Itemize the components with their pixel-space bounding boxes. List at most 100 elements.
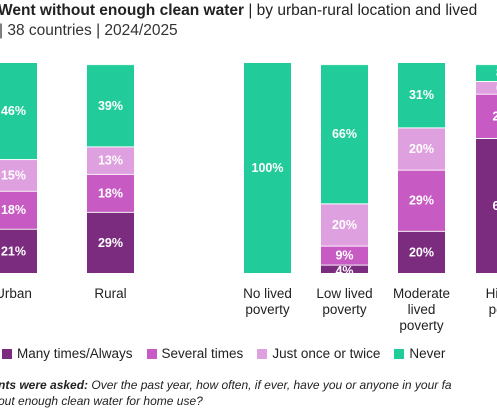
category-label-0: Urban [0, 286, 32, 301]
bar-segment-5-1 [476, 93, 497, 138]
bar-group-4: 20% 29% 20% 31% [398, 62, 445, 273]
bar-divider-3-3 [321, 64, 368, 66]
footnote-line-2: out enough clean water for home use? [0, 394, 203, 408]
bar-segment-5-0 [476, 137, 497, 273]
bar-segment-5-3 [476, 64, 497, 81]
bar-value-label-0-1: 18% [1, 203, 26, 217]
bar-divider-3-0 [321, 264, 368, 266]
bar-segment-4-3 [398, 62, 445, 128]
bar-divider-0-2 [0, 159, 37, 161]
category-label-line-3-0: Low lived [316, 286, 372, 301]
bar-segment-3-3 [321, 64, 368, 204]
bar-value-label-4-2: 20% [409, 142, 434, 156]
bar-segment-4-0 [398, 230, 445, 273]
bar-segment-4-2 [398, 127, 445, 170]
category-label-line-4-0: Moderate [393, 286, 450, 301]
stacked-bar-chart: 21% 18% 15% 46% Urban 29% 18% 13% 39% Rural 100% No… [0, 62, 497, 333]
bar-segment-1-1 [87, 173, 134, 212]
category-label-5: Highpov [486, 286, 497, 317]
bar-segment-0-0 [0, 228, 37, 273]
bar-group-2: 100% [244, 62, 291, 273]
bar-segment-1-3 [87, 64, 134, 147]
legend-label-0: Many times/Always [17, 346, 133, 361]
bar-divider-1-2 [87, 146, 134, 148]
chart-title: Went without enough clean water | by urb… [0, 1, 497, 21]
bar-segment-5-2 [476, 80, 497, 94]
bar-group-1: 29% 18% 13% 39% [87, 64, 134, 273]
bar-group-0: 21% 18% 15% 46% [0, 62, 37, 273]
legend-item-1: Several times [146, 345, 244, 363]
bar-divider-1-1 [87, 173, 134, 175]
bar-value-label-4-0: 20% [409, 245, 434, 259]
legend-swatch-1 [146, 349, 157, 359]
bar-group-5: 642168 [476, 64, 497, 273]
legend-item-0: Many times/Always [2, 345, 133, 363]
bar-value-label-3-3: 66% [332, 127, 357, 141]
category-label-2: No lived poverty [243, 286, 292, 317]
legend-label-1: Several times [161, 346, 244, 361]
bar-segment-2-3 [244, 62, 291, 273]
legend: Many times/Always Several times Just once … [2, 345, 445, 363]
bar-segment-3-0 [321, 264, 368, 273]
category-label-line-5-1: pov [489, 302, 497, 317]
footnote-text: Over the past year, how often, if ever, … [88, 378, 452, 392]
bar-segment-4-1 [398, 169, 445, 231]
bar-segment-1-0 [87, 211, 134, 273]
category-label-line-4-1: lived [408, 302, 436, 317]
category-label-line-2-1: poverty [245, 302, 290, 317]
bar-segment-3-1 [321, 245, 368, 265]
bar-divider-2-3 [244, 62, 291, 63]
bar-divider-1-3 [87, 64, 134, 66]
bar-value-label-1-0: 29% [98, 236, 123, 250]
bar-divider-5-1 [476, 93, 497, 95]
bar-value-label-1-2: 13% [98, 154, 123, 168]
bar-segment-1-2 [87, 146, 134, 174]
bar-divider-3-1 [321, 245, 368, 247]
legend-label-3: Never [409, 346, 446, 361]
footnote-line-1: nts were asked: Over the past year, how … [0, 377, 497, 393]
bar-value-label-3-1: 9% [335, 249, 353, 263]
category-label-line-1-0: Rural [94, 286, 126, 301]
bar-value-label-5-0: 64 [493, 199, 497, 213]
chart-title-rest: | by urban-rural location and lived [244, 2, 478, 19]
legend-item-2: Just once or twice [257, 345, 380, 363]
category-label-line-0-0: Urban [0, 286, 32, 301]
bar-value-label-0-2: 15% [1, 168, 26, 182]
bar-divider-4-1 [398, 169, 445, 171]
bar-divider-5-0 [476, 137, 497, 139]
category-label-line-5-0: High [486, 286, 497, 301]
legend-label-2: Just once or twice [272, 346, 381, 361]
footnote-lead: nts were asked: [0, 378, 89, 392]
legend-swatch-0 [2, 349, 12, 359]
bar-value-label-0-0: 21% [1, 244, 26, 258]
legend-swatch-3 [394, 349, 405, 359]
chart-subtitle: | 38 countries | 2024/2025 [0, 22, 178, 39]
category-label-line-3-1: poverty [322, 302, 367, 317]
bar-group-3: 4%9% 20% 66% [321, 64, 368, 278]
bar-value-label-4-1: 29% [409, 194, 434, 208]
bar-value-label-1-3: 39% [98, 99, 123, 113]
legend-item-3: Never [394, 345, 445, 363]
category-label-line-4-2: poverty [399, 318, 444, 333]
legend-swatch-2 [257, 349, 268, 359]
bar-segment-0-2 [0, 159, 37, 191]
bar-divider-0-3 [0, 62, 37, 63]
footnote: nts were asked: Over the past year, how … [0, 377, 497, 409]
chart-title-bold: Went without enough clean water [0, 2, 245, 19]
bar-divider-4-2 [398, 127, 445, 129]
bar-divider-0-0 [0, 228, 37, 230]
bar-divider-1-0 [87, 211, 134, 213]
bar-segment-0-1 [0, 190, 37, 229]
bar-divider-5-3 [476, 64, 497, 66]
bar-segment-0-3 [0, 62, 37, 160]
bar-divider-0-1 [0, 190, 37, 192]
bar-value-label-1-1: 18% [98, 186, 123, 200]
bar-value-label-3-2: 20% [332, 218, 357, 232]
bar-value-label-5-1: 21 [493, 109, 497, 123]
category-label-4: Moderate lived poverty [393, 286, 450, 333]
category-label-1: Rural [94, 286, 126, 301]
category-label-line-2-0: No lived [243, 286, 292, 301]
bar-divider-3-2 [321, 203, 368, 205]
bar-value-label-3-0: 4% [335, 264, 353, 278]
bar-segment-3-2 [321, 203, 368, 246]
